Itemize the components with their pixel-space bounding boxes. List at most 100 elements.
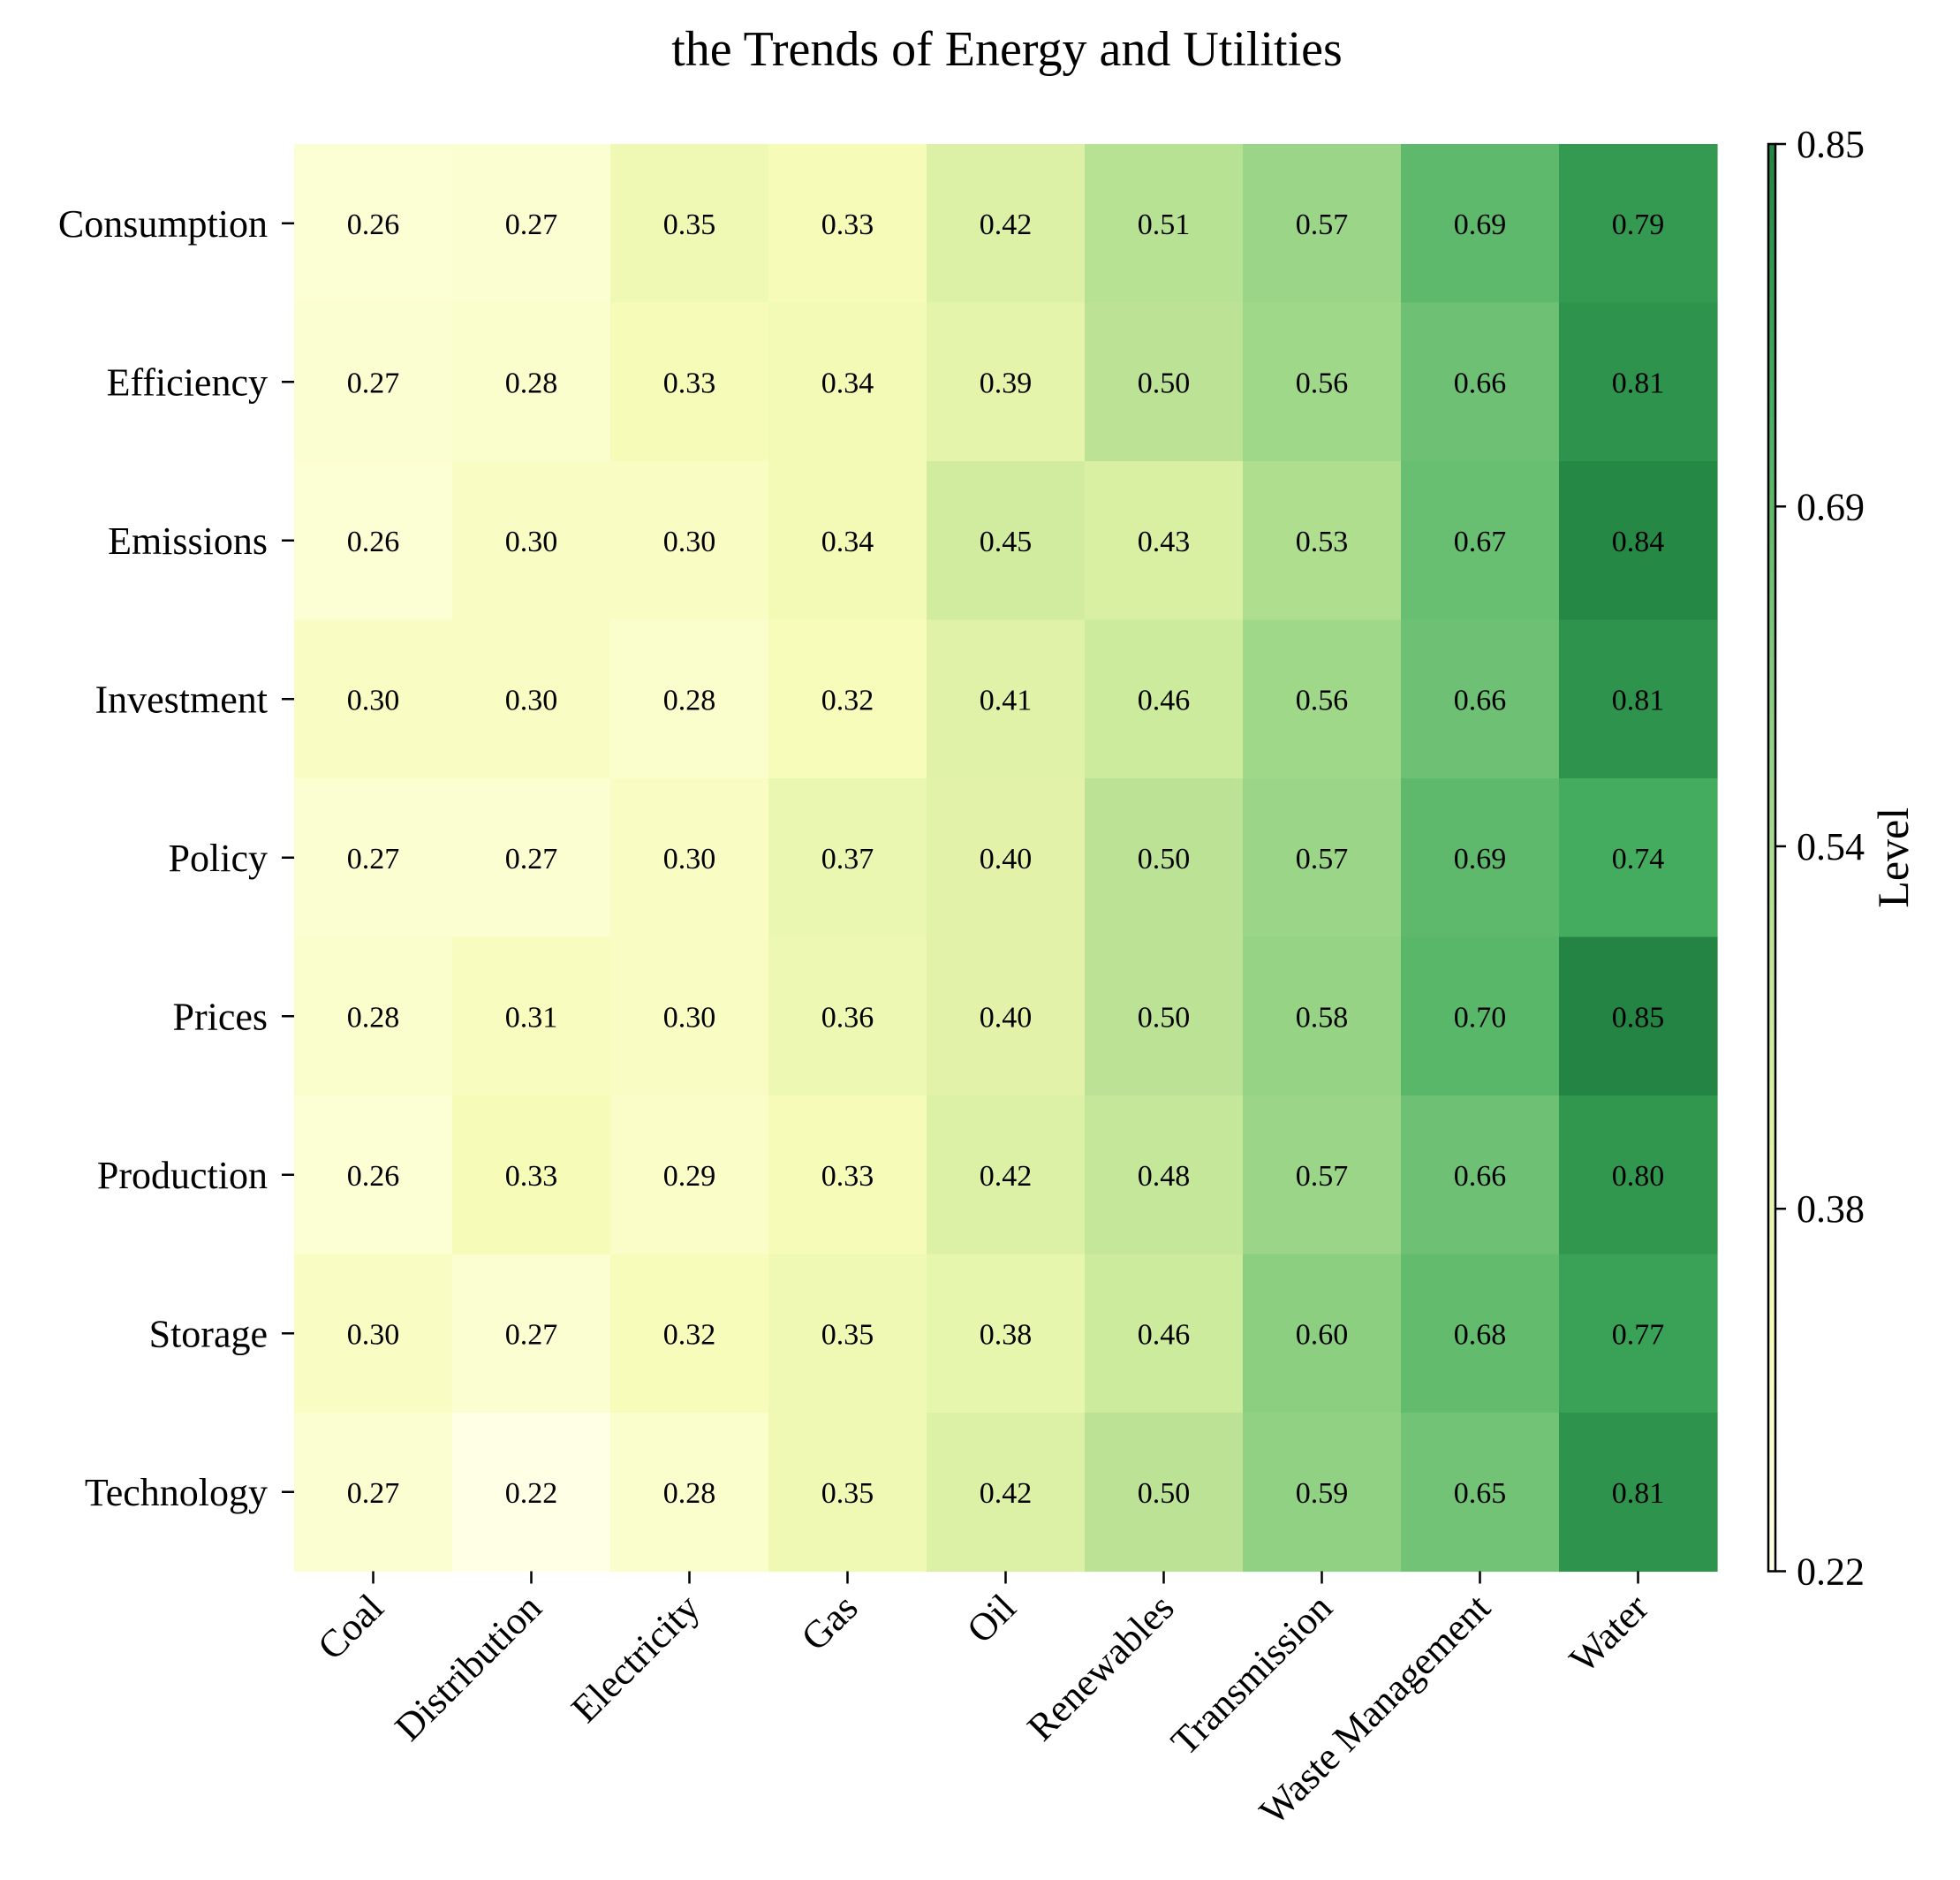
heatmap-cell [452, 461, 611, 621]
heatmap-cell [294, 936, 453, 1096]
cell-value-label: 0.26 [347, 1160, 400, 1193]
cell-value-label: 0.65 [1454, 1477, 1507, 1510]
heatmap-cells [294, 144, 1718, 1573]
cell-value-label: 0.68 [1454, 1318, 1507, 1351]
cell-value-label: 0.81 [1612, 684, 1665, 716]
cell-value-label: 0.74 [1612, 843, 1665, 876]
heatmap-cell [1243, 936, 1402, 1096]
heatmap-cell [927, 1413, 1086, 1573]
heatmap-cell [1401, 778, 1560, 938]
cell-value-label: 0.81 [1612, 1477, 1665, 1510]
heatmap-cell [1401, 936, 1560, 1096]
x-tick-label: Coal [309, 1586, 391, 1668]
cell-value-label: 0.30 [663, 1001, 716, 1034]
heatmap-cell [610, 778, 769, 938]
heatmap-cell [294, 1413, 453, 1573]
cell-value-label: 0.30 [505, 526, 558, 558]
heatmap-cell [1243, 619, 1402, 779]
y-tick-label: Efficiency [107, 360, 268, 404]
cell-value-label: 0.70 [1454, 1001, 1507, 1034]
heatmap-cell [294, 302, 453, 462]
heatmap-cell [768, 778, 927, 938]
cell-value-label: 0.60 [1296, 1318, 1349, 1351]
heatmap-cell [294, 1254, 453, 1414]
cell-value-label: 0.69 [1454, 208, 1507, 241]
cell-value-label: 0.42 [980, 208, 1033, 241]
y-tick-label: Consumption [58, 202, 268, 246]
heatmap-cell [768, 302, 927, 462]
cell-value-labels: 0.26 0.27 0.35 0.33 0.42 0.51 0.57 0.69 0.79 0.27… [347, 208, 1665, 1510]
heatmap-cell [1559, 778, 1718, 938]
cell-value-label: 0.37 [821, 843, 874, 876]
colorbar-tick-label: 0.38 [1797, 1187, 1865, 1231]
colorbar-gradient [1767, 142, 1777, 1573]
y-tick-label: Policy [169, 837, 268, 880]
cell-value-label: 0.42 [980, 1477, 1033, 1510]
colorbar-tick-label: 0.54 [1797, 825, 1865, 868]
cell-value-label: 0.40 [980, 843, 1033, 876]
cell-value-label: 0.36 [821, 1001, 874, 1034]
x-tick-label: Electricity [563, 1586, 708, 1731]
heatmap-cell [927, 778, 1086, 938]
cell-value-label: 0.30 [505, 684, 558, 716]
y-tick-label: Emissions [108, 519, 268, 563]
cell-value-label: 0.35 [821, 1318, 874, 1351]
colorbar: 0.22 0.38 0.54 0.69 0.85 Level [1767, 123, 1918, 1594]
x-tick-label: Transmission [1162, 1586, 1340, 1763]
heatmap-cell [1243, 1413, 1402, 1573]
heatmap-cell [452, 936, 611, 1096]
colorbar-tick-label: 0.69 [1797, 485, 1865, 528]
heatmap-cell [1085, 619, 1244, 779]
cell-value-label: 0.50 [1138, 367, 1191, 399]
heatmap-cell [294, 144, 453, 304]
cell-value-label: 0.56 [1296, 684, 1349, 716]
heatmap-cell [1559, 1254, 1718, 1414]
heatmap-cell [1559, 461, 1718, 621]
colorbar-tick-label: 0.85 [1797, 123, 1865, 166]
cell-value-label: 0.33 [663, 367, 716, 399]
cell-value-label: 0.46 [1138, 1318, 1191, 1351]
cell-value-label: 0.48 [1138, 1160, 1191, 1193]
cell-value-label: 0.57 [1296, 1160, 1349, 1193]
heatmap-cell [610, 302, 769, 462]
heatmap-cell [610, 461, 769, 621]
heatmap-cell [927, 936, 1086, 1096]
cell-value-label: 0.30 [347, 1318, 400, 1351]
cell-value-label: 0.35 [663, 208, 716, 241]
cell-value-label: 0.28 [505, 367, 558, 399]
heatmap-cell [1401, 461, 1560, 621]
cell-value-label: 0.46 [1138, 684, 1191, 716]
heatmap-cell [927, 1254, 1086, 1414]
cell-value-label: 0.58 [1296, 1001, 1349, 1034]
cell-value-label: 0.27 [505, 1318, 558, 1351]
cell-value-label: 0.34 [821, 367, 874, 399]
cell-value-label: 0.69 [1454, 843, 1507, 876]
heatmap-cell [1559, 1095, 1718, 1255]
cell-value-label: 0.66 [1454, 367, 1507, 399]
heatmap-cell [452, 1413, 611, 1573]
y-tick-label: Storage [149, 1312, 268, 1355]
x-tick-label: Oil [958, 1586, 1024, 1651]
y-tick-label: Technology [85, 1471, 268, 1514]
cell-value-label: 0.67 [1454, 526, 1507, 558]
heatmap-cell [610, 144, 769, 304]
cell-value-label: 0.56 [1296, 367, 1349, 399]
y-tick-label: Production [97, 1154, 268, 1197]
cell-value-label: 0.30 [663, 843, 716, 876]
heatmap-cell [1559, 1413, 1718, 1573]
cell-value-label: 0.30 [663, 526, 716, 558]
heatmap-cell [452, 619, 611, 779]
heatmap-cell [610, 1413, 769, 1573]
heatmap-cell [294, 461, 453, 621]
heatmap-cell [610, 1095, 769, 1255]
heatmap-cell [452, 778, 611, 938]
cell-value-label: 0.85 [1612, 1001, 1665, 1034]
cell-value-label: 0.53 [1296, 526, 1349, 558]
heatmap-cell [1085, 144, 1244, 304]
cell-value-label: 0.57 [1296, 843, 1349, 876]
heatmap-cell [1401, 1095, 1560, 1255]
cell-value-label: 0.57 [1296, 208, 1349, 241]
cell-value-label: 0.84 [1612, 526, 1665, 558]
cell-value-label: 0.28 [663, 684, 716, 716]
